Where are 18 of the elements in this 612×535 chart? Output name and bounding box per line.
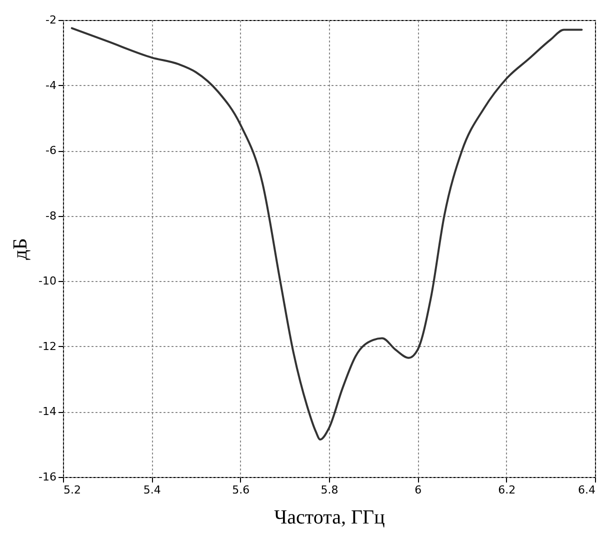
y-tick-label: -12 — [38, 340, 56, 353]
y-tick-label: -4 — [46, 78, 56, 92]
x-tick-label: 5.2 — [64, 484, 81, 496]
x-axis-title: Частота, ГГц — [274, 506, 386, 528]
x-tick-label: 6 — [414, 484, 422, 496]
x-tick-label: 5.4 — [143, 484, 161, 496]
y-tick-label: -2 — [46, 14, 56, 26]
y-tick-label: -16 — [38, 470, 56, 484]
y-axis-title: дБ — [10, 238, 32, 260]
y-tick-label: -8 — [46, 209, 56, 222]
x-tick-label: 6.4 — [578, 484, 596, 496]
x-tick-label: 6.2 — [498, 484, 516, 496]
x-tick-label: 5.8 — [320, 484, 338, 496]
y-tick-label: -14 — [38, 405, 56, 418]
line-series — [70, 27, 583, 440]
x-tick-label: 5.6 — [232, 484, 250, 496]
y-tick-label: -10 — [38, 274, 56, 288]
y-tick-label: -6 — [46, 144, 56, 158]
